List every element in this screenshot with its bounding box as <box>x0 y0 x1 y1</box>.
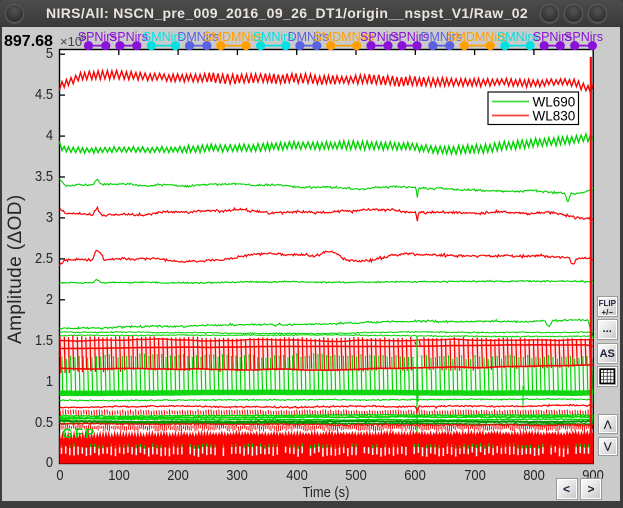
svg-text:SMDMNirs: SMDMNirs <box>313 30 373 44</box>
svg-text:DMNirs: DMNirs <box>420 30 462 44</box>
svg-text:SPNirs: SPNirs <box>109 30 148 44</box>
svg-text:×10: ×10 <box>60 34 82 49</box>
svg-text:SPNirs: SPNirs <box>360 30 399 44</box>
svg-text:DMNirs: DMNirs <box>288 30 330 44</box>
svg-text:SMDMNirs: SMDMNirs <box>203 30 263 44</box>
svg-text:6: 6 <box>81 32 87 43</box>
svg-text:SMDMNirs: SMDMNirs <box>447 30 507 44</box>
svg-text:SPNirs: SPNirs <box>390 30 429 44</box>
svg-text:SPNirs: SPNirs <box>78 30 117 44</box>
svg-text:GFP: GFP <box>62 426 96 441</box>
svg-text:SMNirs: SMNirs <box>497 30 538 44</box>
svg-text:SPNirs: SPNirs <box>564 30 603 44</box>
svg-text:SMNirs: SMNirs <box>253 30 294 44</box>
svg-text:WL830: WL830 <box>533 109 576 124</box>
svg-text:SPNirs: SPNirs <box>533 30 572 44</box>
svg-text:DMNirs: DMNirs <box>177 30 219 44</box>
svg-text:WL690: WL690 <box>533 95 576 110</box>
svg-text:SMNirs: SMNirs <box>143 30 184 44</box>
